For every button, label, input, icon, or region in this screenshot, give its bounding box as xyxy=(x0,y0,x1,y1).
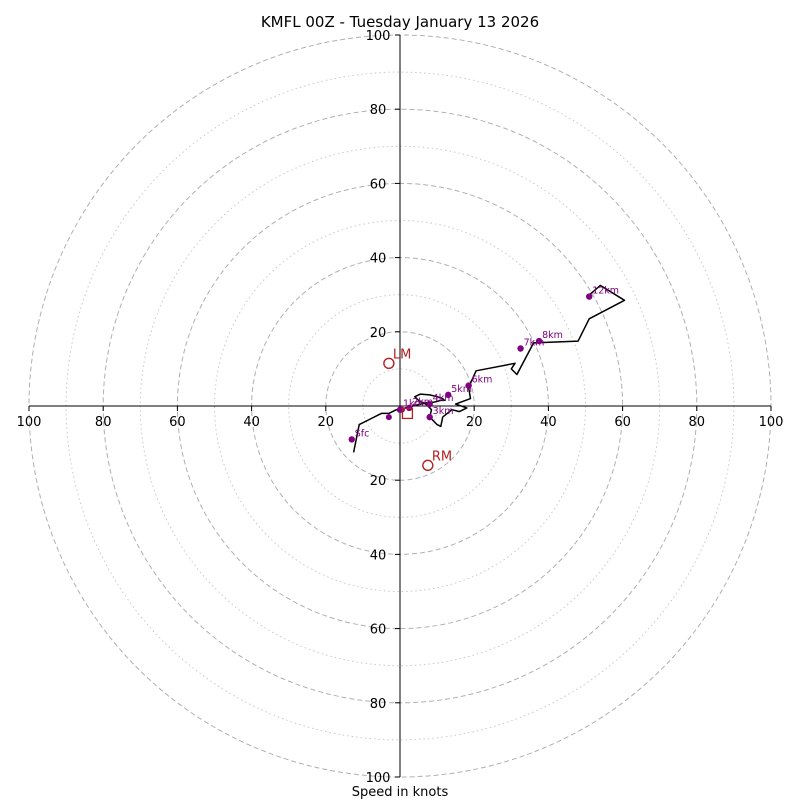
height-marker xyxy=(348,436,355,443)
height-marker-label: 3km xyxy=(433,406,454,417)
height-marker-label: 2km xyxy=(412,397,433,408)
y-tick-label: 60 xyxy=(370,177,387,192)
height-marker-label: 4km xyxy=(433,393,454,404)
height-marker xyxy=(426,400,433,408)
x-tick-label: 40 xyxy=(243,415,260,430)
chart-title: KMFL 00Z - Tuesday January 13 2026 xyxy=(261,13,539,31)
height-marker xyxy=(517,345,524,352)
storm-motion-label: RM xyxy=(432,449,452,464)
storm-motion-label: LM xyxy=(393,347,411,362)
x-tick-label: 20 xyxy=(318,415,335,430)
y-tick-label: 80 xyxy=(370,103,387,118)
height-marker-label: 6km xyxy=(472,375,493,386)
storm-motion-marker xyxy=(422,459,434,472)
height-marker xyxy=(586,293,593,300)
y-tick-label: 20 xyxy=(370,474,387,489)
y-tick-label: 100 xyxy=(366,29,391,44)
y-tick-label: 40 xyxy=(370,548,387,563)
height-marker-label: 12km xyxy=(592,286,619,297)
height-marker xyxy=(426,413,433,421)
y-tick-label: 60 xyxy=(370,623,387,638)
mean-wind-marker xyxy=(401,407,414,420)
storm-motion-layer: LM RM xyxy=(383,347,452,472)
height-marker xyxy=(465,382,472,389)
height-marker xyxy=(535,337,543,345)
y-tick-label: 100 xyxy=(366,771,391,786)
y-tick-label: 80 xyxy=(370,697,387,712)
y-tick-label: 20 xyxy=(370,326,387,341)
x-tick-label: 100 xyxy=(759,415,784,430)
x-tick-label: 80 xyxy=(95,415,112,430)
height-marker-label: Sfc xyxy=(355,428,370,439)
x-tick-label: 100 xyxy=(17,415,42,430)
x-tick-label: 20 xyxy=(466,415,483,430)
storm-motion-marker xyxy=(383,357,395,370)
x-tick-label: 60 xyxy=(614,415,631,430)
height-marker-label: 1km xyxy=(403,399,424,410)
y-tick-label: 40 xyxy=(370,252,387,267)
height-marker xyxy=(445,391,452,399)
x-axis-label: Speed in knots xyxy=(352,785,449,800)
axes xyxy=(29,35,771,777)
height-marker-label: 8km xyxy=(542,330,563,341)
x-tick-label: 80 xyxy=(689,415,706,430)
trace-point xyxy=(385,414,392,421)
x-tick-label: 40 xyxy=(540,415,557,430)
x-tick-label: 60 xyxy=(169,415,186,430)
hodograph-trace xyxy=(352,284,626,453)
height-marker-label: 5km xyxy=(451,384,472,395)
height-marker-label: 7km xyxy=(524,337,545,348)
hodograph-trace-layer xyxy=(352,284,626,453)
tick-labels: 100 80 60 40 20 20 40 60 80 100 100 80 60 40 20 20 40 60 8… xyxy=(17,29,784,786)
